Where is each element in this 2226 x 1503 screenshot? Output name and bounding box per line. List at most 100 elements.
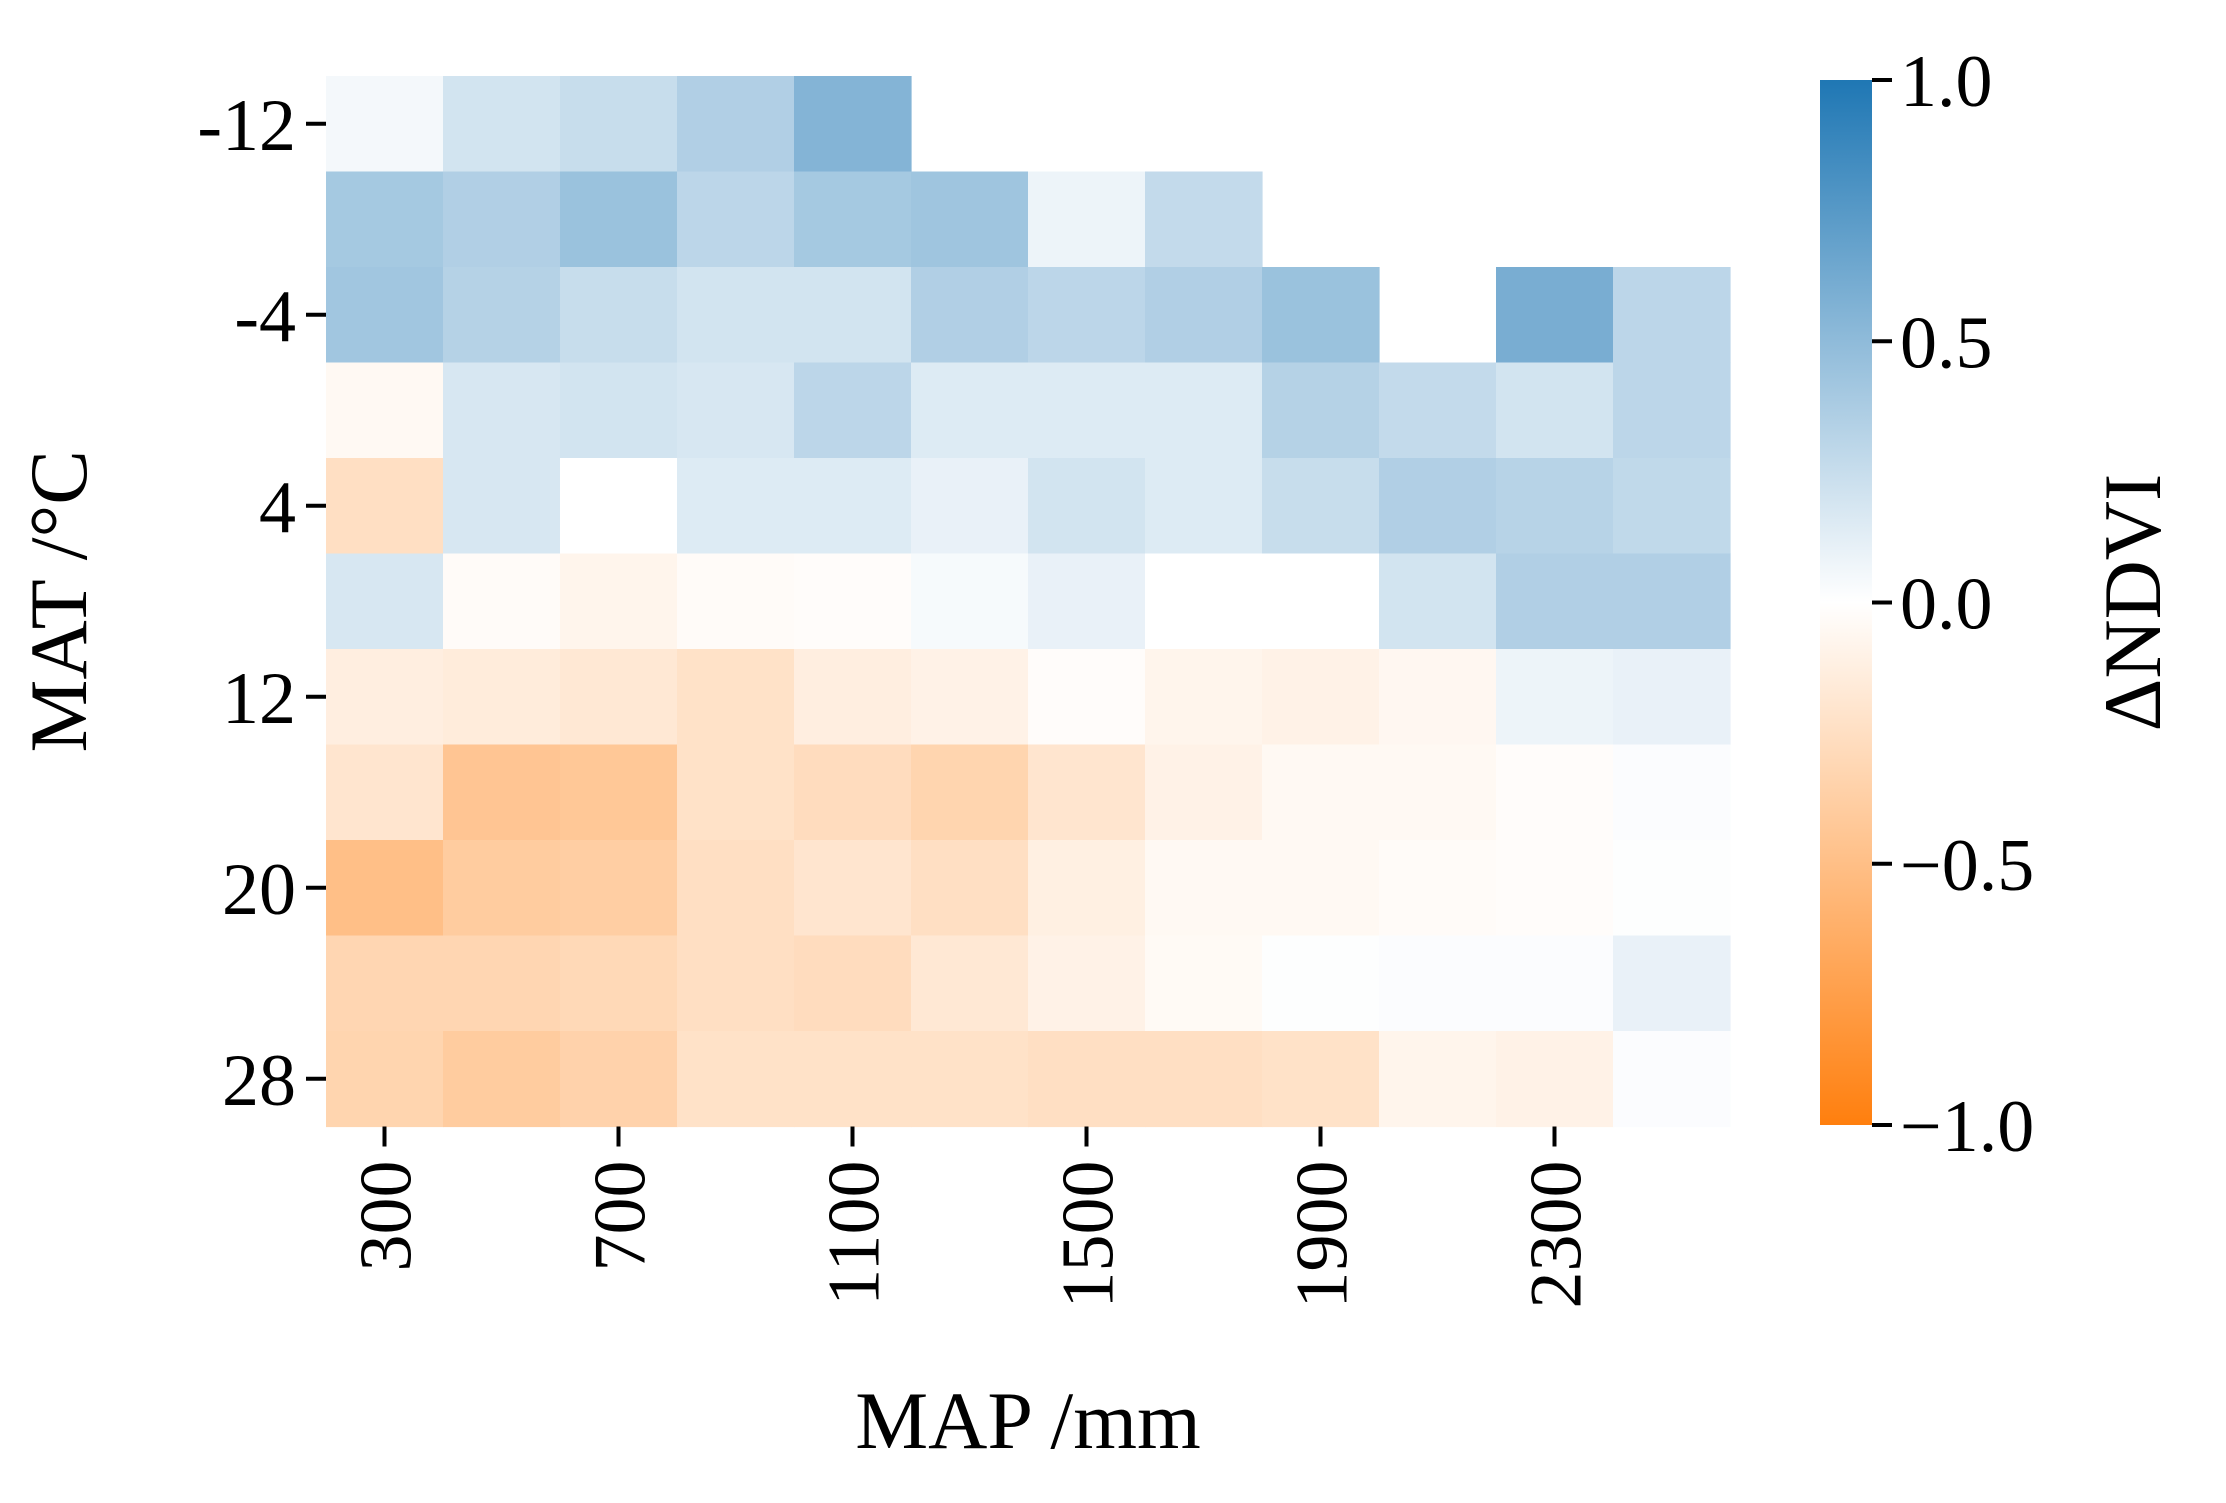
heatmap-cell (560, 840, 678, 937)
heatmap-cell (677, 935, 795, 1032)
heatmap-cell (1262, 935, 1380, 1032)
heatmap-cell (560, 267, 678, 364)
heatmap-cell (677, 362, 795, 459)
heatmap-cell (677, 744, 795, 841)
heatmap-cell (443, 171, 561, 268)
heatmap-cell (443, 840, 561, 937)
heatmap-cell (1262, 1031, 1380, 1128)
heatmap-cell (1496, 267, 1614, 364)
heatmap-cell (677, 76, 795, 173)
heatmap-cell (1028, 1031, 1146, 1128)
heatmap-cell (560, 649, 678, 746)
y-axis-ticks: -12 -4 4 12 20 28 (197, 85, 326, 1122)
heatmap-cell (560, 935, 678, 1032)
x-tick-label: 700 (580, 1161, 662, 1272)
heatmap-cell (326, 1031, 444, 1128)
heatmap-cell (1379, 553, 1497, 650)
heatmap-cell (1613, 1031, 1731, 1128)
x-tick-label: 1900 (1282, 1161, 1364, 1309)
heatmap-cell (1613, 553, 1731, 650)
heatmap-cell (1379, 840, 1497, 937)
heatmap-cell (326, 76, 444, 173)
heatmap-cell (1613, 362, 1731, 459)
heatmap-cell (1496, 935, 1614, 1032)
heatmap-cell (794, 267, 912, 364)
heatmap-cell (677, 649, 795, 746)
heatmap-cell (1145, 744, 1263, 841)
y-tick-label: 28 (222, 1040, 296, 1122)
heatmap-cell (1496, 840, 1614, 937)
heatmap-cell (1145, 840, 1263, 937)
heatmap-cell (1496, 553, 1614, 650)
heatmap-cell (911, 362, 1029, 459)
colorbar-tick-label: 0.0 (1900, 564, 1993, 646)
heatmap-cell (1379, 1031, 1497, 1128)
heatmap-cell (911, 840, 1029, 937)
heatmap-cell (1496, 362, 1614, 459)
x-tick-label: 1500 (1048, 1161, 1130, 1309)
heatmap-cell (326, 171, 444, 268)
heatmap-cell (326, 744, 444, 841)
y-tick-label: 20 (222, 849, 296, 931)
heatmap-cell (794, 553, 912, 650)
y-tick-label: 12 (222, 658, 296, 740)
colorbar-ticks: 1.0 0.5 0.0 −0.5 −1.0 (1872, 41, 2034, 1168)
heatmap-cell (443, 649, 561, 746)
heatmap-cell (1262, 649, 1380, 746)
heatmap-cell (911, 649, 1029, 746)
x-axis-title: MAP /mm (855, 1375, 1201, 1466)
heatmap-cell (1613, 935, 1731, 1032)
heatmap-cell (1145, 1031, 1263, 1128)
heatmap-cell (443, 267, 561, 364)
heatmap-cell (560, 744, 678, 841)
heatmap-cell (1262, 458, 1380, 555)
heatmap-cell (1379, 744, 1497, 841)
heatmap-cell (1496, 649, 1614, 746)
heatmap-cell (1028, 362, 1146, 459)
heatmap-cell (911, 744, 1029, 841)
heatmap-cell (1262, 362, 1380, 459)
y-tick-label: 4 (259, 467, 296, 549)
colorbar-title: ΔNDVI (2087, 474, 2178, 732)
heatmap-cell (560, 458, 678, 555)
heatmap-cell (560, 553, 678, 650)
heatmap-cell (443, 935, 561, 1032)
heatmap-cell (326, 840, 444, 937)
heatmap-cell (326, 362, 444, 459)
heatmap-cell (1613, 840, 1731, 937)
heatmap-cell (794, 171, 912, 268)
heatmap-cell (1145, 267, 1263, 364)
heatmap-cell (1496, 458, 1614, 555)
heatmap-cell (1379, 649, 1497, 746)
heatmap-cell (560, 362, 678, 459)
heatmap-cell (326, 649, 444, 746)
heatmap-cell (326, 267, 444, 364)
heatmap-cell (1496, 744, 1614, 841)
heatmap-cell (443, 76, 561, 173)
heatmap-cell (1145, 362, 1263, 459)
heatmap-cell (1028, 171, 1146, 268)
heatmap-cell (443, 553, 561, 650)
y-tick-label: -12 (197, 85, 296, 167)
heatmap-cell (794, 744, 912, 841)
heatmap-cell (1028, 553, 1146, 650)
heatmap-cell (1028, 267, 1146, 364)
colorbar (1820, 80, 1872, 1125)
heatmap-cell (677, 171, 795, 268)
heatmap-cell (560, 1031, 678, 1128)
y-axis-title: MAT /°C (13, 450, 104, 752)
heatmap-cell (1496, 1031, 1614, 1128)
heatmap-cell (1145, 458, 1263, 555)
heatmap-cell (794, 458, 912, 555)
x-tick-label: 2300 (1516, 1161, 1598, 1309)
heatmap-cell (677, 840, 795, 937)
heatmap-cell (443, 1031, 561, 1128)
heatmap-cell (1028, 458, 1146, 555)
heatmap-cell (1613, 649, 1731, 746)
heatmap-cell (326, 553, 444, 650)
colorbar-tick-label: 0.5 (1900, 302, 1993, 384)
heatmap-cell (911, 553, 1029, 650)
heatmap-cell (677, 267, 795, 364)
heatmap-cell (677, 1031, 795, 1128)
x-axis-ticks: 300 700 1100 1500 1900 2300 (346, 1126, 1598, 1309)
